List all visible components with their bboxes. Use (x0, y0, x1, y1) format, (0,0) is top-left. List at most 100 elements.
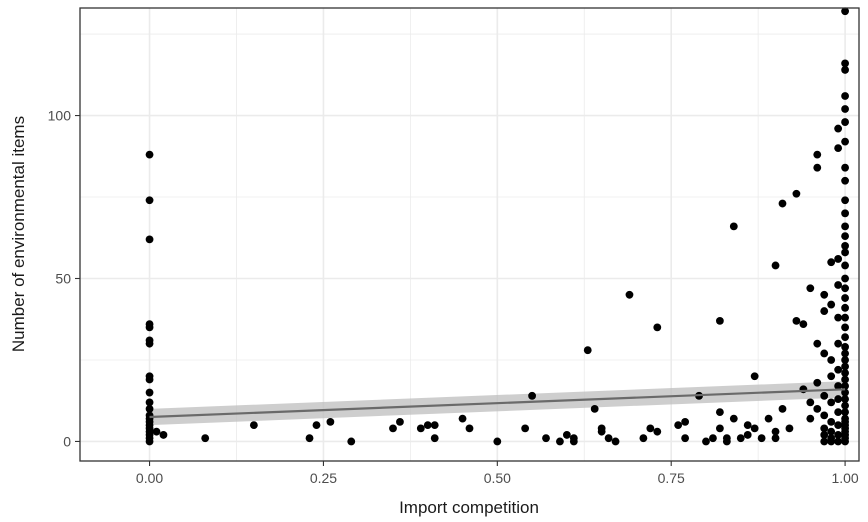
data-point (841, 369, 849, 377)
data-point (841, 196, 849, 205)
data-point (646, 424, 655, 433)
data-point (583, 346, 592, 355)
data-point (841, 395, 849, 403)
data-point (145, 150, 154, 159)
data-point (834, 437, 843, 446)
data-point (841, 382, 849, 390)
data-point (841, 59, 849, 68)
data-point (792, 316, 801, 325)
data-point (841, 356, 849, 364)
data-point (841, 343, 849, 351)
data-point (423, 421, 432, 430)
data-point (750, 372, 759, 381)
data-point (820, 307, 829, 315)
data-point (757, 434, 766, 443)
data-point (841, 388, 849, 397)
x-tick-label: 0.00 (136, 470, 163, 486)
data-point (145, 398, 154, 407)
data-point (841, 284, 849, 293)
data-point (778, 404, 787, 413)
data-point (841, 209, 849, 218)
data-point (542, 434, 550, 443)
data-point (702, 437, 710, 446)
data-point (145, 437, 154, 446)
data-point (841, 248, 849, 257)
data-point (841, 7, 849, 16)
data-point (841, 222, 849, 231)
data-point (201, 434, 210, 443)
data-point (827, 398, 836, 407)
data-point (604, 434, 613, 443)
data-point (834, 431, 843, 439)
x-tick-label: 0.25 (310, 470, 337, 486)
data-point (521, 424, 530, 433)
data-point (159, 431, 168, 439)
data-point (841, 66, 849, 74)
data-point (827, 437, 836, 446)
data-point (152, 427, 161, 436)
data-point (736, 434, 745, 443)
data-points (145, 7, 849, 446)
data-point (764, 414, 773, 423)
data-point (305, 434, 314, 443)
data-point (569, 437, 578, 446)
data-point (841, 92, 849, 100)
data-point (841, 408, 849, 417)
data-point (729, 222, 738, 231)
data-point (653, 427, 662, 436)
data-point (827, 417, 836, 426)
data-point (430, 421, 439, 430)
data-point (743, 431, 752, 439)
x-tick-label: 0.50 (484, 470, 511, 486)
x-axis-title: Import competition (399, 498, 539, 517)
data-point (813, 150, 822, 159)
data-point (841, 176, 849, 185)
data-point (145, 404, 154, 413)
data-point (841, 137, 849, 146)
data-point (834, 313, 843, 322)
data-point (778, 199, 787, 208)
data-point (841, 242, 849, 250)
x-axis-ticks: 0.00 0.25 0.50 0.75 1.00 (136, 461, 859, 486)
data-point (458, 414, 467, 423)
data-point (145, 339, 154, 348)
data-point (806, 414, 815, 423)
data-point (806, 284, 815, 293)
data-point (743, 421, 752, 430)
data-point (841, 294, 849, 302)
panel-background (80, 8, 859, 461)
data-point (841, 333, 849, 342)
data-point (681, 417, 690, 426)
y-axis-ticks: 0 50 100 (48, 108, 80, 449)
x-tick-label: 0.75 (658, 470, 685, 486)
fit-line-layer (149, 388, 846, 419)
data-point (347, 437, 356, 446)
x-tick-label: 1.00 (831, 470, 858, 486)
data-point (556, 437, 564, 446)
data-point (674, 421, 683, 430)
data-point (820, 437, 829, 446)
data-point (834, 421, 843, 430)
data-point (834, 281, 843, 289)
data-point (834, 124, 843, 133)
data-point (249, 421, 258, 430)
data-point (396, 417, 404, 426)
data-point (611, 437, 620, 446)
data-point (827, 427, 836, 436)
data-point (834, 144, 843, 153)
data-point (493, 437, 502, 446)
data-point (841, 303, 849, 312)
data-point (834, 365, 843, 374)
data-point (841, 105, 849, 113)
y-tick-label: 50 (55, 270, 71, 286)
minor-grid (80, 8, 859, 461)
data-point (729, 414, 738, 423)
data-point (820, 349, 829, 358)
data-point (827, 372, 836, 381)
data-point (590, 404, 599, 413)
data-point (785, 424, 794, 433)
data-point (145, 323, 154, 332)
data-point (416, 424, 425, 433)
y-tick-label: 0 (63, 433, 71, 449)
